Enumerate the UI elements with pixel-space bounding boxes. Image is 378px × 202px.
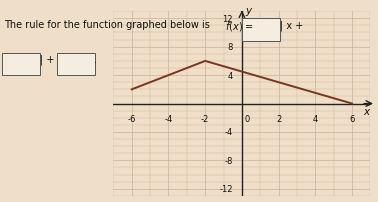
Text: -2: -2 bbox=[201, 115, 209, 124]
Text: -4: -4 bbox=[225, 128, 233, 137]
Text: x: x bbox=[364, 106, 370, 116]
Text: y: y bbox=[245, 6, 251, 16]
Text: 0: 0 bbox=[245, 115, 250, 124]
Text: The rule for the function graphed below is: The rule for the function graphed below … bbox=[4, 20, 213, 30]
Text: 2: 2 bbox=[276, 115, 281, 124]
Text: | +: | + bbox=[40, 55, 54, 65]
Text: 4: 4 bbox=[313, 115, 318, 124]
Text: -4: -4 bbox=[164, 115, 173, 124]
Text: $f(x)$ =: $f(x)$ = bbox=[225, 20, 254, 33]
Text: 8: 8 bbox=[227, 43, 233, 52]
Text: -8: -8 bbox=[225, 156, 233, 165]
Text: 4: 4 bbox=[228, 71, 233, 80]
Text: | x +: | x + bbox=[280, 20, 303, 31]
Text: .: . bbox=[94, 55, 97, 64]
Text: -6: -6 bbox=[127, 115, 136, 124]
Text: 12: 12 bbox=[222, 15, 233, 24]
Text: -12: -12 bbox=[219, 184, 233, 193]
Text: 6: 6 bbox=[349, 115, 355, 124]
